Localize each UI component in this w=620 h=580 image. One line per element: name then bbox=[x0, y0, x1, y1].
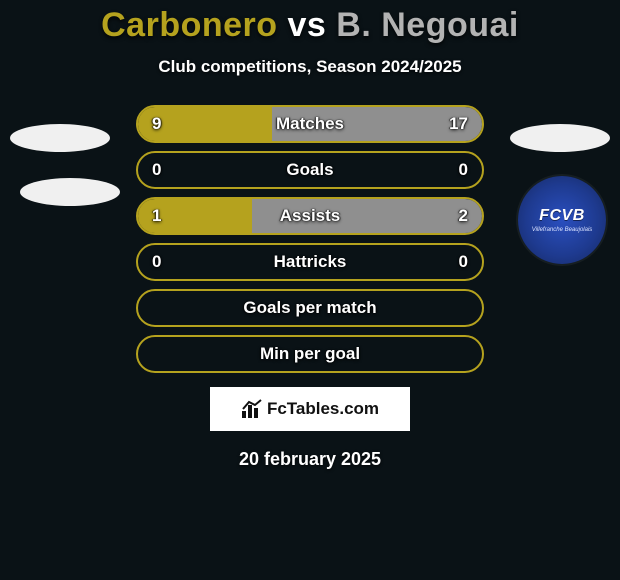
stat-value-b: 17 bbox=[449, 114, 468, 134]
player-a-avatar-1 bbox=[10, 124, 110, 152]
date-label: 20 february 2025 bbox=[0, 449, 620, 470]
vs-text: vs bbox=[288, 6, 327, 44]
player-a-avatar-2 bbox=[20, 178, 120, 206]
stat-label: Goals per match bbox=[243, 298, 376, 318]
player-b-avatar-1 bbox=[510, 124, 610, 152]
club-badge-abbr: FCVB bbox=[539, 207, 585, 225]
club-badge: FCVB Villefranche Beaujolais bbox=[518, 176, 606, 264]
stat-value-a: 9 bbox=[152, 114, 161, 134]
stat-label: Assists bbox=[280, 206, 340, 226]
stat-row: 0 0 Hattricks bbox=[136, 243, 484, 281]
stat-value-a: 1 bbox=[152, 206, 161, 226]
fctables-label: FcTables.com bbox=[267, 399, 379, 419]
stat-value-a: 0 bbox=[152, 252, 161, 272]
stat-row: Min per goal bbox=[136, 335, 484, 373]
stat-value-b: 0 bbox=[459, 160, 468, 180]
fctables-icon bbox=[241, 399, 263, 419]
stat-row: Goals per match bbox=[136, 289, 484, 327]
stat-row: 9 17 Matches bbox=[136, 105, 484, 143]
club-badge-subline: Villefranche Beaujolais bbox=[532, 227, 593, 234]
stat-value-a: 0 bbox=[152, 160, 161, 180]
comparison-title: Carbonero vs B. Negouai bbox=[0, 0, 620, 45]
stat-row: 1 2 Assists bbox=[136, 197, 484, 235]
stat-label: Hattricks bbox=[274, 252, 347, 272]
stat-label: Matches bbox=[276, 114, 344, 134]
fctables-watermark: FcTables.com bbox=[210, 387, 410, 431]
stat-value-b: 0 bbox=[459, 252, 468, 272]
stat-row: 0 0 Goals bbox=[136, 151, 484, 189]
stat-label: Min per goal bbox=[260, 344, 360, 364]
player-b-name: B. Negouai bbox=[336, 6, 519, 44]
subtitle: Club competitions, Season 2024/2025 bbox=[0, 57, 620, 77]
stat-value-b: 2 bbox=[459, 206, 468, 226]
stat-label: Goals bbox=[286, 160, 333, 180]
player-a-name: Carbonero bbox=[101, 6, 277, 44]
